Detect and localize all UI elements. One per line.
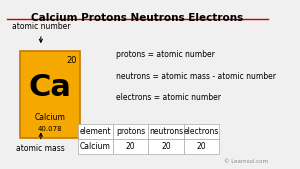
Text: neutrons: neutrons: [149, 127, 183, 136]
Text: protons: protons: [116, 127, 145, 136]
FancyBboxPatch shape: [113, 124, 148, 139]
Text: element: element: [80, 127, 111, 136]
Text: 20: 20: [67, 56, 77, 65]
Text: Calcium: Calcium: [35, 113, 66, 122]
Text: 20: 20: [126, 142, 135, 151]
FancyBboxPatch shape: [78, 124, 113, 139]
Text: protons = atomic number: protons = atomic number: [116, 50, 214, 59]
Text: electrons: electrons: [184, 127, 219, 136]
Text: atomic mass: atomic mass: [16, 133, 65, 153]
FancyBboxPatch shape: [148, 124, 184, 139]
Text: neutrons = atomic mass - atomic number: neutrons = atomic mass - atomic number: [116, 72, 276, 81]
Text: Calcium: Calcium: [80, 142, 111, 151]
FancyBboxPatch shape: [113, 139, 148, 154]
Text: 20: 20: [196, 142, 206, 151]
Text: © Learnsol.com: © Learnsol.com: [224, 159, 268, 164]
Text: Ca: Ca: [29, 73, 72, 102]
FancyBboxPatch shape: [184, 124, 219, 139]
Text: 20: 20: [161, 142, 171, 151]
Text: 40.078: 40.078: [38, 126, 63, 132]
FancyBboxPatch shape: [78, 139, 113, 154]
Text: Calcium Protons Neutrons Electrons: Calcium Protons Neutrons Electrons: [31, 13, 244, 23]
FancyBboxPatch shape: [184, 139, 219, 154]
FancyBboxPatch shape: [148, 139, 184, 154]
Text: atomic number: atomic number: [12, 22, 70, 42]
FancyBboxPatch shape: [20, 51, 80, 138]
Text: electrons = atomic number: electrons = atomic number: [116, 93, 221, 102]
